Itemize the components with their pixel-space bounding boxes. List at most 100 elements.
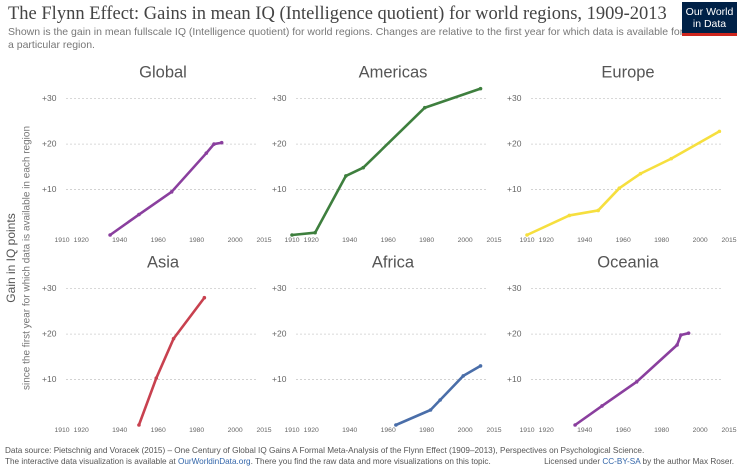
x-tick-label: 1960	[151, 237, 166, 244]
point	[137, 212, 141, 217]
x-tick-label: 1920	[74, 427, 89, 434]
point	[204, 151, 209, 155]
logo-line: in Data	[692, 18, 727, 30]
x-tick-label: 2015	[721, 237, 736, 244]
x-tick-label: 2015	[256, 237, 271, 244]
x-tick-label: 2015	[486, 237, 501, 244]
point	[422, 105, 427, 110]
line	[574, 331, 689, 427]
point	[478, 86, 483, 91]
y-tick-label: +30	[42, 93, 57, 103]
y-tick-label: +20	[42, 328, 57, 338]
x-tick-label: 1960	[381, 427, 396, 434]
x-tick-label: 1980	[189, 427, 204, 434]
subtitle-line: a particular region.	[8, 39, 95, 51]
point	[344, 174, 348, 178]
point	[669, 156, 674, 161]
point	[169, 190, 174, 194]
panel-title: Global	[139, 63, 187, 81]
y-tick-label: +10	[42, 374, 57, 384]
x-tick-label: 2000	[458, 427, 473, 434]
x-tick-label: 1920	[74, 237, 89, 244]
y-axis-label: Gain in IQ points	[4, 213, 18, 302]
point	[567, 213, 572, 218]
x-tick-label: 2000	[228, 237, 243, 244]
line	[395, 364, 482, 427]
y-tick-label: +30	[507, 93, 522, 103]
y-tick-label: +20	[507, 328, 522, 338]
point	[428, 408, 433, 412]
note-text: The interactive data visualization is av…	[5, 457, 178, 466]
point	[361, 165, 365, 170]
note-text: . There you find the raw data and more v…	[250, 457, 491, 466]
x-tick-label: 1940	[342, 427, 357, 434]
x-tick-label: 1910	[284, 237, 299, 244]
y-axis-sublabel: since the first year for which data is a…	[22, 126, 33, 390]
y-tick-label: +30	[272, 283, 287, 293]
x-tick-label: 1910	[54, 427, 69, 434]
y-tick-label: +10	[507, 184, 522, 194]
x-tick-label: 1940	[342, 237, 357, 244]
x-tick-label: 1910	[519, 237, 534, 244]
x-tick-label: 2000	[458, 237, 473, 244]
subtitle: Shown is the gain in mean fullscale IQ (…	[8, 26, 683, 52]
x-tick-label: 1980	[189, 237, 204, 244]
panel-title: Asia	[147, 253, 180, 271]
point	[675, 343, 679, 347]
x-tick-label: 2015	[721, 427, 736, 434]
y-tick-label: +10	[272, 374, 287, 384]
y-tick-label: +30	[42, 283, 57, 293]
x-tick-label: 1920	[304, 237, 319, 244]
point	[154, 376, 159, 380]
x-tick-label: 2015	[486, 427, 501, 434]
y-tick-label: +10	[42, 184, 57, 194]
x-tick-label: 1960	[151, 427, 166, 434]
point	[634, 380, 639, 384]
point	[219, 140, 224, 145]
panel-title: Americas	[359, 63, 428, 81]
line	[291, 87, 481, 237]
x-tick-label: 2015	[256, 427, 271, 434]
point	[394, 423, 398, 427]
logo-line: Our World	[685, 6, 734, 18]
y-tick-label: +20	[42, 138, 57, 148]
x-tick-label: 1910	[284, 427, 299, 434]
x-tick-label: 2000	[693, 237, 708, 244]
panel-title: Europe	[601, 63, 654, 81]
line	[137, 296, 206, 426]
point	[717, 129, 722, 134]
x-tick-label: 1960	[616, 427, 631, 434]
x-tick-label: 1940	[577, 427, 592, 434]
x-tick-label: 1910	[54, 237, 69, 244]
y-tick-label: +20	[272, 328, 287, 338]
x-tick-label: 1940	[112, 427, 127, 434]
subtitle-line: Shown is the gain in mean fullscale IQ (…	[8, 26, 684, 38]
point	[525, 233, 529, 237]
panel-title: Africa	[372, 253, 415, 271]
y-tick-label: +20	[507, 138, 522, 148]
x-tick-label: 1910	[519, 427, 534, 434]
x-tick-label: 1940	[112, 237, 127, 244]
x-tick-label: 2000	[693, 427, 708, 434]
point	[461, 374, 466, 378]
line	[526, 130, 721, 237]
logo[interactable]: Our World in Data	[682, 2, 737, 36]
point	[679, 333, 683, 337]
y-tick-label: +30	[507, 283, 522, 293]
point	[596, 208, 600, 213]
point	[600, 404, 604, 408]
y-tick-label: +10	[507, 374, 522, 384]
x-tick-label: 1980	[654, 237, 669, 244]
point	[290, 233, 294, 237]
link[interactable]: OurWorldinData.org	[177, 457, 251, 466]
link[interactable]: CC-BY-SA	[602, 457, 641, 466]
x-tick-label: 1920	[304, 427, 319, 434]
license-text: by the author Max Roser.	[640, 457, 734, 466]
point	[108, 233, 112, 237]
x-tick-label: 1980	[419, 427, 434, 434]
y-tick-label: +30	[272, 93, 287, 103]
y-tick-label: +10	[272, 184, 287, 194]
title: The Flynn Effect: Gains in mean IQ (Inte…	[8, 4, 667, 24]
point	[617, 186, 622, 190]
